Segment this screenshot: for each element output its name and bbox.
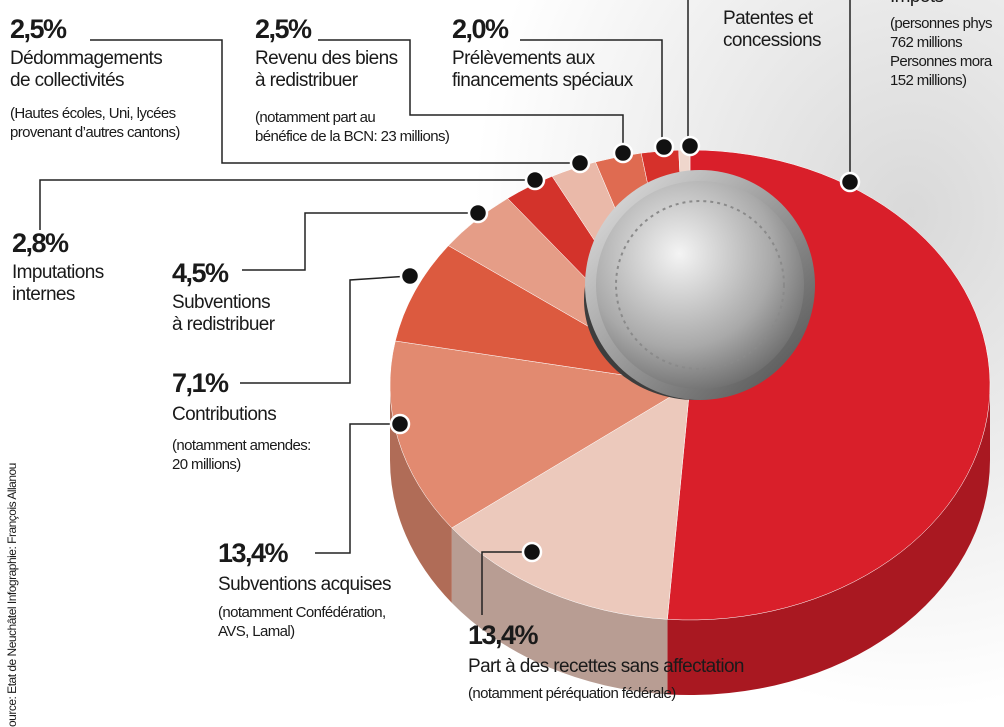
value-label: 4,5% [172, 258, 228, 288]
value-label: 2,0% [452, 14, 508, 44]
category-label: Impôts [890, 0, 943, 8]
leader-dot [841, 173, 859, 191]
note: (personnes phys 762 millions Personnes m… [890, 14, 992, 90]
leader-dot [681, 137, 699, 155]
value-label: 2,5% [10, 14, 66, 44]
value-label: 2,8% [12, 228, 68, 258]
coin-face [596, 181, 804, 389]
category-label: Subventions à redistribuer [172, 292, 274, 336]
leader-dot [526, 171, 544, 189]
note: (notamment amendes: 20 millions) [172, 436, 311, 474]
category-label: Patentes et concessions [723, 8, 821, 52]
category-label: Contributions [172, 404, 276, 426]
category-label: Subventions acquises [218, 574, 391, 596]
category-label: Prélèvements aux financements spéciaux [452, 48, 633, 92]
note: (notamment péréquation fédérale) [468, 684, 676, 703]
category-label: Dédommagements de collectivités [10, 48, 162, 92]
leader-dot [391, 415, 409, 433]
value-label: 7,1% [172, 368, 228, 398]
leader-dot [523, 543, 541, 561]
note: (Hautes écoles, Uni, lycées provenant d’… [10, 104, 180, 142]
leader-dot [571, 154, 589, 172]
leader-dot [469, 204, 487, 222]
coin [584, 170, 815, 400]
note: (notamment Confédération, AVS, Lamal) [218, 603, 386, 641]
value-label: 13,4% [218, 538, 287, 568]
leader-dot [614, 144, 632, 162]
page: ource: Etat de Neuchâtel Infographie: Fr… [0, 0, 1004, 711]
leader-dot [401, 267, 419, 285]
source: ource: Etat de Neuchâtel Infographie: Fr… [5, 367, 19, 727]
category-label: Part à des recettes sans affectation [468, 656, 744, 678]
category-label: Revenu des biens à redistribuer [255, 48, 398, 92]
note: (notamment part au bénéfice de la BCN: 2… [255, 108, 449, 146]
value-label: 2,5% [255, 14, 311, 44]
value-label: 13,4% [468, 620, 537, 650]
leader-dot [655, 138, 673, 156]
category-label: Imputations internes [12, 262, 104, 306]
